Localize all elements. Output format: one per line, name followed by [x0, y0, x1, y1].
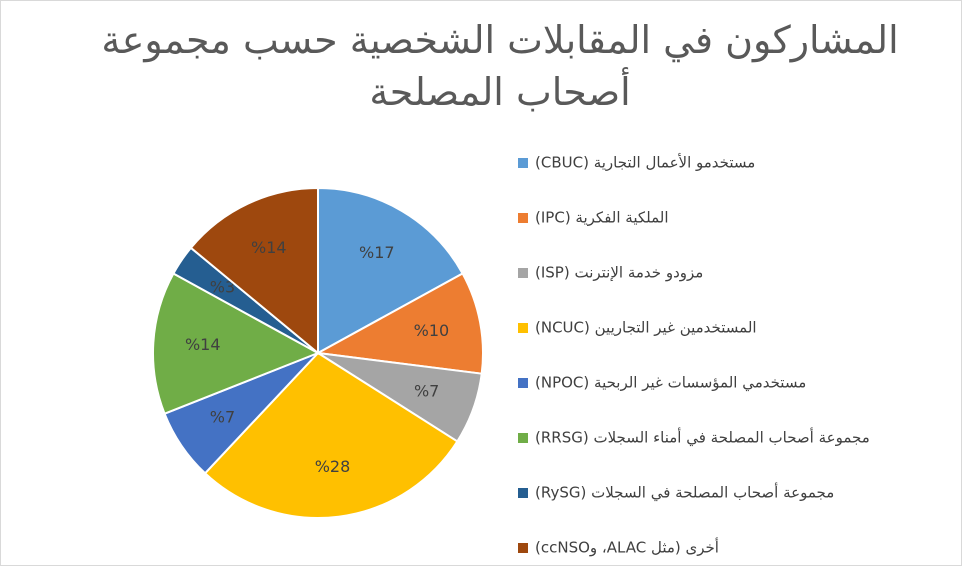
legend-label: الملكية الفكرية (IPC): [535, 209, 669, 227]
legend-label: مزودو خدمة الإنترنت (ISP): [535, 264, 703, 282]
data-label: %7: [210, 407, 235, 426]
pie-slice: [152, 272, 321, 416]
chart-title: المشاركون في المقابلات الشخصية حسب مجموع…: [101, 18, 899, 114]
legend-label: مجموعة أصحاب المصلحة في السجلات (RySG): [535, 483, 834, 503]
legend-label: مستخدمو الأعمال التجارية (CBUC): [535, 153, 755, 172]
legend-swatch: [518, 488, 528, 498]
pie-slice: [317, 186, 464, 355]
legend-label: مجموعة أصحاب المصلحة في أمناء السجلات (R…: [535, 428, 870, 448]
legend-swatch: [518, 268, 528, 278]
legend-label: مستخدمي المؤسسات غير الربحية (NPOC): [535, 374, 806, 393]
legend-swatch: [518, 213, 528, 223]
data-label: %14: [251, 238, 287, 257]
legend-swatch: [518, 323, 528, 333]
pie-slice: [203, 351, 459, 519]
legend-swatch: [518, 433, 528, 443]
legend-label: المستخدمين غير التجاريين (NCUC): [535, 319, 757, 337]
data-label: %17: [359, 243, 395, 262]
data-label: %3: [210, 278, 235, 297]
legend-label: أخرى (مثل ALAC، وccNSO): [535, 538, 719, 557]
data-label: %28: [315, 457, 351, 476]
legend-swatch: [518, 543, 528, 553]
legend-swatch: [518, 378, 528, 388]
data-label: %10: [414, 321, 450, 340]
pie-slice: [189, 186, 319, 356]
data-label: %14: [185, 335, 221, 354]
data-label: %7: [414, 382, 439, 401]
pie-slice: [314, 272, 484, 375]
legend-swatch: [518, 158, 528, 168]
